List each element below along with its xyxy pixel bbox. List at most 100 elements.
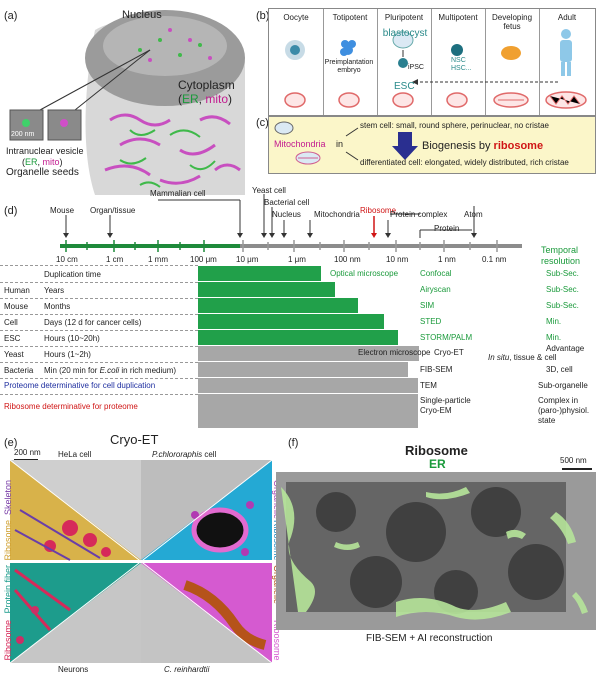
er-text: ER (182, 92, 199, 106)
divider (0, 282, 198, 283)
stage-adult: Adult (539, 9, 595, 115)
tick-1mm: 1 mm (148, 255, 168, 264)
divider (0, 330, 198, 331)
panel-e-label: (e) (4, 437, 18, 449)
scale-200nm: 200 nm (14, 448, 41, 457)
divider (0, 378, 198, 379)
biogenesis-label: Biogenesis by ribosome (422, 140, 543, 152)
temporal-resolution-header: Temporal resolution (541, 245, 581, 266)
panel-b-label: (b) (256, 10, 270, 22)
panel-f-label: (f) (288, 437, 299, 449)
vesicle-label: Intranuclear vesicle (6, 146, 84, 156)
scale-500nm: 500 nm (560, 456, 587, 465)
divider (0, 346, 198, 347)
panel-a-label: (a) (4, 10, 18, 22)
row-time: Years (44, 286, 65, 295)
hela-label: HeLa cell (58, 450, 92, 459)
species-suffix: cell (202, 450, 217, 459)
method-cryo-et: Cryo-ET (434, 348, 464, 357)
paren-close: ) (228, 92, 233, 106)
stage-title: Totipotent (332, 13, 368, 22)
stage-fetus: Developing fetus (485, 9, 540, 115)
row-organism: Human (4, 286, 30, 295)
method-tem: TEM (420, 381, 437, 390)
divider (0, 298, 198, 299)
creinhardtii-label: C. reinhardtii (164, 665, 210, 674)
stage-pluripotent: Pluripotent (377, 9, 432, 115)
nucleus-label: Nucleus (122, 9, 162, 21)
object-nucleus: Nucleus (272, 210, 301, 219)
cytoplasm-organelles: (ER, mito) (178, 92, 232, 106)
fib-sem-caption: FIB-SEM + AI reconstruction (366, 633, 493, 644)
tick-10nm: 10 nm (386, 255, 409, 264)
protein-fiber-label: Protein fiber (3, 565, 13, 614)
row-organism: Bacteria (4, 366, 34, 375)
mito-text: mito (205, 92, 229, 106)
tick-1nm: 1 nm (438, 255, 456, 264)
cryo-et-title: Cryo-ET (110, 432, 159, 447)
proteome-note: Proteome determinative for cell duplicat… (4, 381, 156, 390)
bar-cryo-et (198, 346, 419, 361)
differentiated-cell-text: differentiated cell: elongated, widely d… (360, 158, 569, 167)
bar-single-particle (198, 394, 418, 428)
bar-sim (198, 298, 358, 313)
method-fib-sem: FIB-SEM (420, 365, 453, 374)
res-sim: Sub-Sec. (546, 301, 579, 310)
res-single-particle: Complex in (paro-)physiol. state (538, 396, 590, 425)
res-tem: Sub-organelle (538, 381, 588, 390)
in-label: in (336, 139, 344, 149)
object-mouse: Mouse (50, 206, 75, 215)
time-italic: E.coli (99, 366, 120, 375)
method-sim: SIM (420, 301, 435, 310)
tick-100um: 100 μm (190, 255, 217, 264)
bar-airyscan (198, 282, 335, 297)
object-protein-complex: Protein complex (390, 210, 448, 219)
time-suffix: in rich medium) (119, 366, 177, 375)
pchloro-label: P.chlororaphis cell (152, 450, 216, 459)
skeleton-label: Skeleton (3, 480, 13, 516)
optical-microscope-label: Optical microscope (330, 269, 399, 278)
tick-1cm: 1 cm (106, 255, 124, 264)
ribosome-note: Ribosome determinative for proteome (4, 402, 138, 411)
organelle-seeds-label: Organelle seeds (6, 167, 79, 178)
row-time: Min (20 min for E.coli in rich medium) (44, 366, 176, 375)
res-fib-sem: 3D, cell (546, 365, 573, 374)
object-ribosome: Ribosome (360, 206, 397, 215)
row-organism: Cell (4, 318, 18, 327)
res-sted: Min. (546, 317, 562, 326)
tick-10um: 10 μm (236, 255, 259, 264)
fib-sem-image (276, 472, 596, 630)
ribosome-word: ribosome (493, 140, 544, 152)
row-organism: Yeast (4, 350, 24, 359)
bar-storm (198, 330, 398, 345)
stem-cell-text: stem cell: small, round sphere, perinucl… (360, 121, 549, 130)
vesicle-organelles: (ER, mito) (22, 157, 63, 167)
res-cryo-et: Advantage (546, 344, 585, 353)
stage-title: Oocyte (283, 13, 309, 22)
divider (0, 265, 198, 266)
divider (0, 362, 198, 363)
object-mitochondria: Mitochondria (314, 210, 360, 219)
species-italic: P.chlororaphis (152, 450, 203, 459)
tick-0.1nm: 0.1 nm (482, 255, 507, 264)
row-organism: Mouse (4, 302, 29, 311)
scale-bar (562, 468, 592, 470)
separator: , (37, 157, 43, 167)
divider (0, 314, 198, 315)
ribosome-label-br: Ribosome (272, 620, 282, 661)
stage-title: Adult (557, 13, 577, 22)
time-prefix: Min (20 min for (44, 366, 100, 375)
in-situ-text: In situ (488, 353, 510, 362)
cell-illustration (9, 10, 245, 196)
stage-title: Multipotent (438, 13, 478, 22)
cytoplasm-label: Cytoplasm (178, 78, 235, 92)
scale-axis (60, 194, 522, 252)
esc-label: ESC (394, 81, 415, 92)
tick-10cm: 10 cm (56, 255, 78, 264)
row-organism: ESC (4, 334, 21, 343)
panel-d-label: (d) (4, 205, 18, 217)
biogenesis-illustration (274, 121, 418, 165)
stage-totipotent: Totipotent (323, 9, 378, 115)
blastocyst-label: blastocyst (382, 28, 428, 39)
stage-title: Pluripotent (384, 13, 424, 22)
